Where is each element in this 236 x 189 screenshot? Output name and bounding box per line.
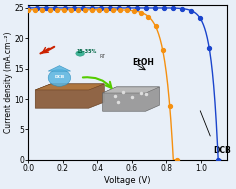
Ellipse shape bbox=[48, 69, 71, 86]
Y-axis label: Current density (mA.cm⁻²): Current density (mA.cm⁻²) bbox=[4, 32, 13, 133]
X-axis label: Voltage (V): Voltage (V) bbox=[104, 176, 151, 185]
Ellipse shape bbox=[76, 51, 84, 56]
Polygon shape bbox=[103, 87, 160, 111]
Polygon shape bbox=[35, 84, 104, 108]
Text: 15-35%: 15-35% bbox=[77, 49, 97, 54]
Polygon shape bbox=[103, 87, 160, 93]
Text: DCB: DCB bbox=[54, 75, 64, 79]
Polygon shape bbox=[48, 66, 71, 71]
Text: EtOH: EtOH bbox=[132, 58, 154, 67]
Text: RT: RT bbox=[100, 54, 105, 59]
Text: DCB: DCB bbox=[213, 146, 231, 155]
Polygon shape bbox=[35, 84, 104, 90]
